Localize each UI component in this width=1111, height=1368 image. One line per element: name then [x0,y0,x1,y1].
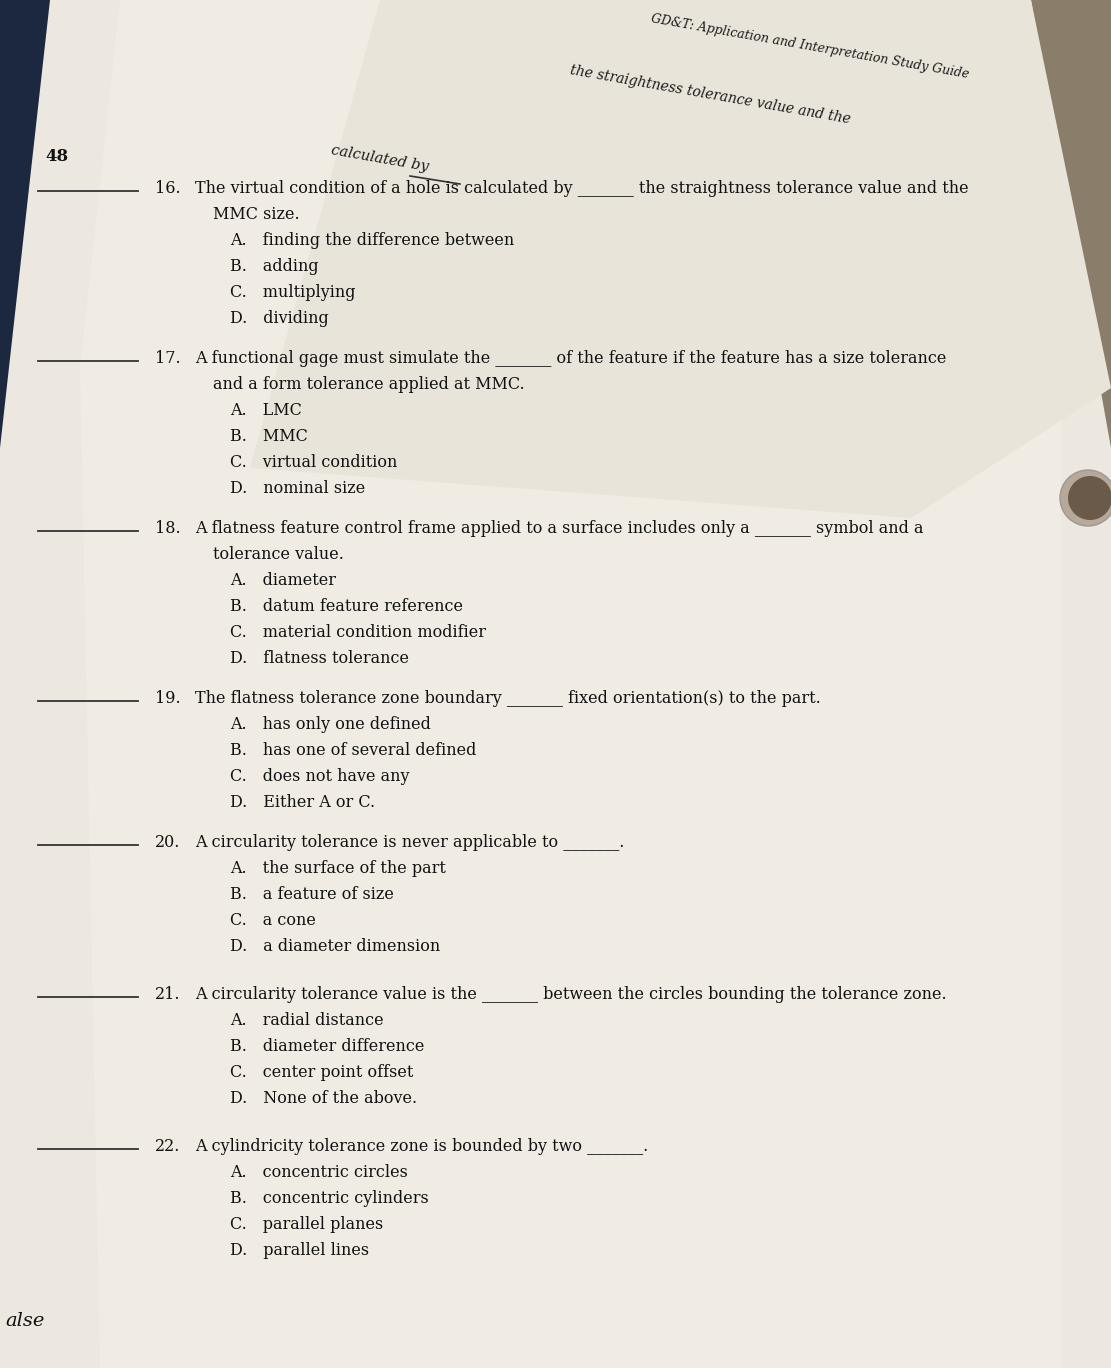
Text: A functional gage must simulate the _______ of the feature if the feature has a : A functional gage must simulate the ____… [196,350,947,367]
Text: 17.: 17. [156,350,181,367]
Text: and a form tolerance applied at MMC.: and a form tolerance applied at MMC. [213,376,524,393]
Text: calculated by: calculated by [330,144,430,174]
Text: C. a cone: C. a cone [230,912,316,929]
Text: B. adding: B. adding [230,259,319,275]
Text: the straightness tolerance value and the: the straightness tolerance value and the [569,63,851,126]
Text: C. center point offset: C. center point offset [230,1064,413,1081]
Text: D. nominal size: D. nominal size [230,480,366,497]
Text: D. flatness tolerance: D. flatness tolerance [230,650,409,668]
Polygon shape [0,0,420,468]
Text: A. concentric circles: A. concentric circles [230,1164,408,1181]
Text: C. does not have any: C. does not have any [230,767,410,785]
Text: alse: alse [6,1312,44,1330]
Text: 16.: 16. [156,181,181,197]
Polygon shape [80,0,1061,1368]
Text: A flatness feature control frame applied to a surface includes only a _______ sy: A flatness feature control frame applied… [196,520,923,538]
Text: 20.: 20. [156,834,180,851]
Text: A. diameter: A. diameter [230,572,336,590]
Text: A. the surface of the part: A. the surface of the part [230,860,446,877]
Text: C. material condition modifier: C. material condition modifier [230,624,486,642]
Text: The virtual condition of a hole is calculated by _______ the straightness tolera: The virtual condition of a hole is calcu… [196,181,969,197]
Text: B. a feature of size: B. a feature of size [230,886,394,903]
Text: B. datum feature reference: B. datum feature reference [230,598,463,616]
Text: D. dividing: D. dividing [230,311,329,327]
Polygon shape [870,0,1111,568]
Text: tolerance value.: tolerance value. [213,546,344,564]
Text: D. parallel lines: D. parallel lines [230,1242,369,1259]
Text: D. a diameter dimension: D. a diameter dimension [230,938,440,955]
Text: A. finding the difference between: A. finding the difference between [230,233,514,249]
Text: 19.: 19. [156,689,181,707]
Text: A circularity tolerance value is the _______ between the circles bounding the to: A circularity tolerance value is the ___… [196,986,947,1003]
Text: 18.: 18. [156,520,181,538]
Text: A cylindricity tolerance zone is bounded by two _______.: A cylindricity tolerance zone is bounded… [196,1138,648,1155]
Text: A. has only one defined: A. has only one defined [230,715,431,733]
Text: A. LMC: A. LMC [230,402,302,419]
Text: C. parallel planes: C. parallel planes [230,1216,383,1233]
Text: A circularity tolerance is never applicable to _______.: A circularity tolerance is never applica… [196,834,624,851]
Text: B. has one of several defined: B. has one of several defined [230,741,477,759]
Circle shape [1060,471,1111,527]
Text: 48: 48 [46,148,68,166]
Text: The flatness tolerance zone boundary _______ fixed orientation(s) to the part.: The flatness tolerance zone boundary ___… [196,689,821,707]
Text: 21.: 21. [156,986,180,1003]
Text: D. None of the above.: D. None of the above. [230,1090,417,1107]
Text: C. virtual condition: C. virtual condition [230,454,398,471]
Text: GD&T: Application and Interpretation Study Guide: GD&T: Application and Interpretation Stu… [650,12,970,81]
Text: B. diameter difference: B. diameter difference [230,1038,424,1055]
Text: B. MMC: B. MMC [230,428,308,445]
Circle shape [1068,476,1111,520]
Text: B. concentric cylinders: B. concentric cylinders [230,1190,429,1207]
Text: MMC size.: MMC size. [213,207,300,223]
Text: A. radial distance: A. radial distance [230,1012,383,1029]
Text: 22.: 22. [156,1138,180,1155]
Text: C. multiplying: C. multiplying [230,285,356,301]
Polygon shape [250,0,1111,518]
Text: D. Either A or C.: D. Either A or C. [230,793,376,811]
